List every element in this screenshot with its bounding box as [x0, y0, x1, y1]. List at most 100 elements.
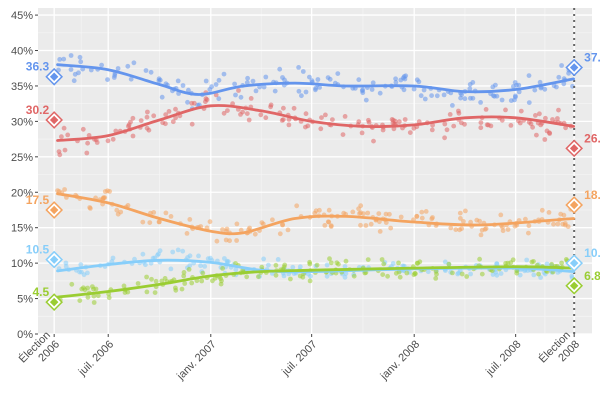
poll-point: [371, 138, 376, 144]
poll-point: [526, 223, 532, 229]
poll-point: [62, 187, 67, 192]
poll-point: [185, 99, 190, 105]
poll-point: [383, 211, 389, 217]
poll-point: [86, 133, 92, 138]
poll-point: [238, 94, 244, 100]
poll-point: [363, 223, 369, 228]
poll-point: [351, 273, 357, 279]
election-result-marker-fill: [569, 281, 579, 291]
poll-point: [77, 269, 82, 275]
poll-point: [91, 293, 97, 299]
poll-point: [143, 262, 148, 268]
poll-point: [199, 278, 205, 284]
poll-point: [281, 264, 287, 270]
poll-point: [368, 221, 374, 227]
poll-point: [71, 78, 77, 84]
poll-point: [63, 264, 69, 269]
poll-point: [285, 227, 291, 233]
poll-point: [389, 117, 395, 122]
election-result-marker-fill: [49, 255, 59, 264]
poll-point: [450, 270, 455, 276]
poll-point: [234, 238, 240, 243]
poll-point: [303, 124, 308, 130]
poll-point: [296, 88, 302, 94]
x-tick-label-line: janv. 2007: [174, 338, 219, 383]
poll-point: [147, 220, 153, 226]
poll-point: [539, 207, 545, 213]
poll-point: [258, 112, 264, 118]
election-result-label: 4.5: [32, 285, 49, 299]
poll-point: [223, 237, 229, 243]
poll-point: [189, 121, 195, 127]
poll-point: [314, 262, 320, 268]
poll-point: [325, 219, 331, 225]
poll-point: [307, 278, 313, 284]
poll-point: [245, 75, 251, 81]
poll-point: [68, 53, 74, 58]
poll-point: [126, 122, 132, 128]
poll-point: [59, 134, 64, 140]
poll-point: [216, 77, 222, 83]
poll-point: [467, 82, 473, 87]
poll-point: [263, 74, 269, 80]
poll-point: [219, 278, 224, 284]
poll-point: [78, 59, 84, 65]
poll-point: [334, 260, 340, 266]
y-tick-label: 5%: [17, 294, 33, 306]
poll-point: [503, 261, 508, 266]
poll-point: [112, 73, 118, 78]
poll-point: [478, 232, 484, 238]
poll-point: [369, 87, 375, 92]
poll-point: [342, 114, 348, 119]
poll-point: [479, 271, 485, 277]
poll-point: [253, 88, 259, 94]
poll-point: [85, 294, 91, 300]
y-tick-label: 10%: [11, 258, 33, 270]
election-result-marker-fill: [569, 258, 579, 268]
poll-point: [277, 231, 283, 237]
poll-point: [221, 71, 227, 77]
poll-point: [498, 212, 504, 218]
poll-point: [478, 125, 484, 131]
poll-point: [517, 120, 523, 126]
trend-line: [56, 192, 575, 236]
poll-point: [244, 274, 250, 280]
poll-point: [397, 274, 403, 280]
y-tick-label: 0%: [17, 329, 33, 341]
poll-point: [566, 70, 571, 76]
poll-point: [297, 264, 303, 270]
poll-point: [477, 256, 482, 262]
poll-point: [358, 222, 363, 228]
trend-line: [56, 265, 575, 299]
poll-point: [156, 78, 162, 84]
poll-point: [118, 209, 124, 215]
poll-point: [236, 88, 241, 93]
poll-point: [559, 260, 564, 266]
poll-point: [450, 103, 455, 108]
poll-point: [385, 273, 390, 279]
poll-point: [498, 271, 504, 276]
plot-background: [38, 8, 592, 334]
poll-point: [207, 87, 213, 92]
poll-point: [517, 272, 523, 278]
poll-point: [419, 215, 425, 221]
poll-point: [489, 268, 495, 274]
poll-point: [551, 221, 556, 227]
poll-point: [478, 100, 483, 105]
poll-point: [122, 290, 128, 295]
poll-point: [207, 219, 213, 225]
poll-point: [324, 273, 330, 279]
poll-point: [290, 264, 296, 270]
poll-point: [380, 272, 386, 277]
poll-point: [441, 92, 447, 98]
poll-point: [184, 231, 190, 236]
y-tick-label: 20%: [11, 187, 33, 199]
poll-point: [555, 221, 561, 227]
poll-point: [350, 209, 356, 215]
poll-point: [291, 105, 297, 111]
poll-point: [366, 117, 371, 123]
poll-point: [198, 263, 204, 269]
poll-point: [220, 227, 225, 232]
poll-point: [144, 125, 150, 131]
x-tick-label: juil. 2006: [76, 338, 116, 378]
